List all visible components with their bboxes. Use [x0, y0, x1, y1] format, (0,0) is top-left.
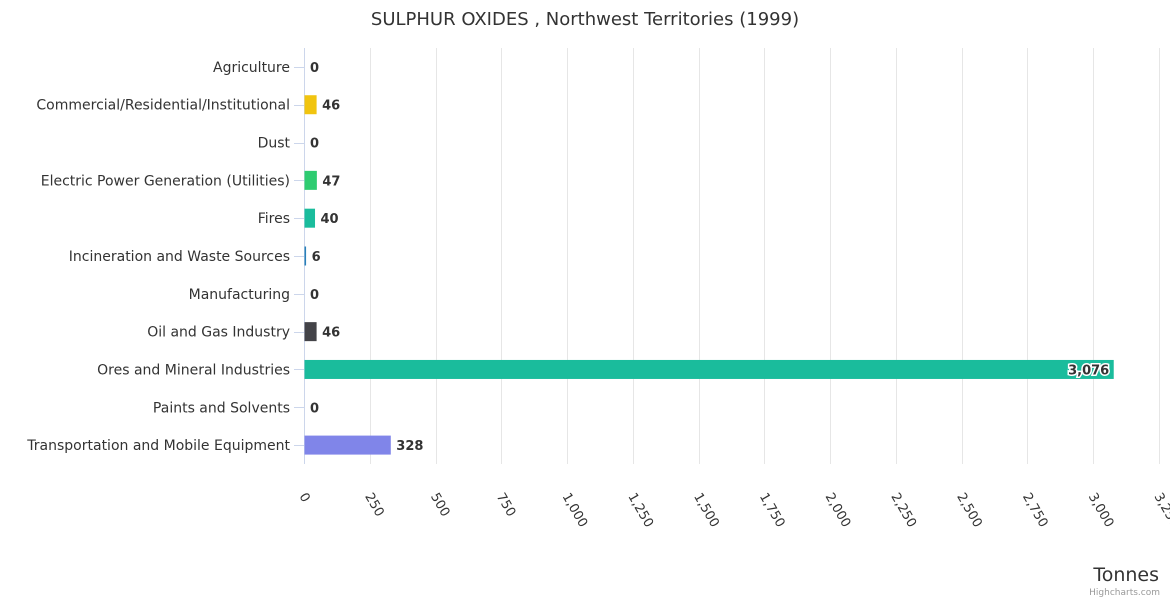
x-tick-label: 3,250: [1151, 491, 1170, 531]
category-label: Manufacturing: [189, 287, 290, 303]
category-label: Commercial/Residential/Institutional: [36, 98, 290, 114]
data-label: 328: [396, 439, 423, 454]
data-label: 0: [310, 401, 319, 416]
category-label: Ores and Mineral Industries: [97, 362, 290, 378]
data-label: 0: [310, 288, 319, 303]
data-label: 47: [322, 174, 340, 189]
x-tick-label: 1,250: [624, 491, 656, 531]
chart-title: SULPHUR OXIDES , Northwest Territories (…: [371, 9, 799, 30]
bar[interactable]: [304, 246, 307, 266]
grid-lines: [370, 48, 1160, 464]
x-tick-label: 1,500: [690, 491, 722, 531]
bar[interactable]: [304, 322, 317, 342]
x-tick-label: 0: [296, 491, 313, 506]
bars: [304, 95, 1114, 455]
data-label: 40: [321, 212, 339, 227]
bar[interactable]: [304, 208, 316, 228]
x-axis-ticks: 0 250 500 750 1,000 1,250 1,500 1,750 2,000 2,250…: [296, 491, 1170, 531]
x-axis-title: Tonnes: [1092, 564, 1159, 586]
category-label: Electric Power Generation (Utilities): [41, 173, 290, 189]
x-tick-label: 2,750: [1019, 491, 1051, 531]
category-label: Fires: [258, 211, 290, 227]
x-tick-label: 2,250: [887, 491, 919, 531]
data-label: 0: [310, 137, 319, 152]
credits-link[interactable]: Highcharts.com: [1089, 588, 1160, 598]
category-label: Agriculture: [213, 60, 290, 76]
x-tick-label: 750: [493, 491, 518, 520]
category-labels: Agriculture Commercial/Residential/Instit…: [26, 60, 304, 454]
x-tick-label: 1,750: [756, 491, 788, 531]
x-tick-label: 2,500: [953, 491, 985, 531]
x-tick-label: 2,000: [822, 491, 854, 531]
x-tick-label: 1,000: [559, 491, 591, 531]
category-label: Dust: [258, 136, 291, 152]
category-label: Incineration and Waste Sources: [69, 249, 290, 265]
data-label: 3,076: [1068, 363, 1109, 378]
data-label: 46: [322, 99, 340, 114]
bar[interactable]: [304, 359, 1114, 379]
category-label: Oil and Gas Industry: [147, 325, 290, 341]
bar[interactable]: [304, 95, 317, 115]
category-label: Paints and Solvents: [153, 400, 290, 416]
x-tick-label: 250: [361, 491, 386, 520]
data-label: 6: [312, 250, 321, 265]
bar[interactable]: [304, 435, 391, 455]
bar[interactable]: [304, 170, 317, 190]
data-label: 0: [310, 61, 319, 76]
x-tick-label: 500: [427, 491, 452, 520]
data-labels: 0 46 0 47 40 6 0 46 3,076 0 328: [310, 61, 1111, 454]
category-label: Transportation and Mobile Equipment: [26, 438, 290, 454]
data-label: 46: [322, 326, 340, 341]
x-tick-label: 3,000: [1085, 491, 1117, 531]
